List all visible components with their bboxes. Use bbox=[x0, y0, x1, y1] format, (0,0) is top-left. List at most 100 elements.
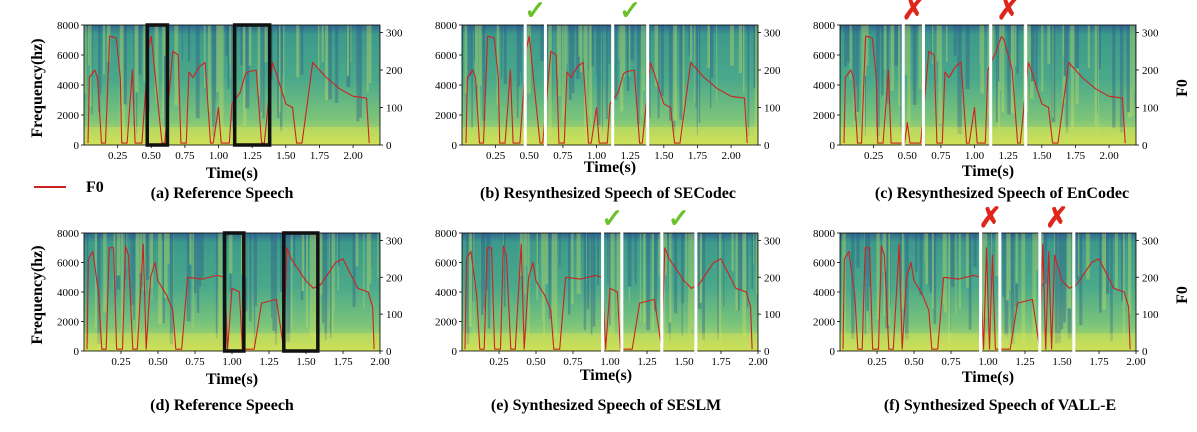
spectrogram-low-band bbox=[840, 127, 1136, 145]
panel-c-xtick-label: 0.50 bbox=[898, 150, 918, 162]
panel-c-spectrogram bbox=[840, 25, 1136, 145]
spectrogram-streaks bbox=[464, 25, 759, 139]
panel-b-xtick-label: 1.50 bbox=[654, 150, 674, 162]
panel-e-ytick-right-label: 300 bbox=[764, 235, 781, 247]
panel-f-caption: (f) Synthesized Speech of VALL-E bbox=[884, 397, 1116, 414]
panel-a-ytick-label: 8000 bbox=[57, 20, 80, 32]
panel-c-ytick-label: 4000 bbox=[813, 80, 836, 92]
panel-f-xtick-label: 1.25 bbox=[1015, 356, 1035, 368]
panel-d-xtick-label: 1.75 bbox=[333, 356, 353, 368]
panel-c-xtick-label: 1.75 bbox=[1066, 150, 1086, 162]
panel-a-ytick-label: 2000 bbox=[57, 110, 80, 122]
panel-a-ytick-right-label: 0 bbox=[386, 140, 392, 152]
panel-f-ytick-label: 4000 bbox=[813, 287, 836, 299]
panel-b-xtick-label: 2.00 bbox=[721, 150, 741, 162]
panel-f-xtick-label: 0.75 bbox=[941, 356, 961, 368]
panel-d: Frequency(hz) Time(s) (d) Reference Spee… bbox=[29, 228, 403, 414]
panel-e-xtick-label: 1.25 bbox=[637, 356, 657, 368]
panel-e-ytick-label: 0 bbox=[452, 346, 458, 358]
panel-a-f0-line bbox=[87, 35, 370, 144]
panel-c-xlabel: Time(s) bbox=[962, 163, 1014, 180]
panel-c-highlight-box bbox=[901, 21, 925, 149]
panel-e-xtick-label: 0.75 bbox=[563, 356, 583, 368]
panel-c-caption: (c) Resynthesized Speech of EnCodec bbox=[875, 185, 1129, 202]
panel-d-ytick-label: 0 bbox=[74, 346, 80, 358]
panel-f-xtick-label: 2.00 bbox=[1126, 356, 1146, 368]
panel-d-xtick-label: 0.50 bbox=[148, 356, 168, 368]
panel-e-highlight-box bbox=[601, 229, 624, 355]
panel-e-highlight-box bbox=[660, 229, 698, 355]
panel-b-xtick-label: 1.25 bbox=[621, 150, 641, 162]
panel-c-xtick-label: 1.50 bbox=[1032, 150, 1052, 162]
panel-a-xtick-label: 0.75 bbox=[175, 150, 195, 162]
panel-b-ytick-label: 0 bbox=[452, 140, 458, 152]
panel-a-ylabel: Frequency(hz) bbox=[29, 38, 46, 137]
panel-a: Frequency(hz) Time(s) (a) Reference Spee… bbox=[29, 20, 403, 202]
panel-e-xtick-label: 1.75 bbox=[711, 356, 731, 368]
check-mark-icon: ✓ bbox=[601, 204, 623, 233]
panel-d-xtick-label: 2.00 bbox=[370, 356, 390, 368]
panel-b-ytick-label: 6000 bbox=[435, 50, 458, 62]
panel-a-xtick-label: 0.25 bbox=[108, 150, 128, 162]
panel-b: Time(s) (b) Resynthesized Speech of SECo… bbox=[435, 0, 781, 202]
panel-c-xtick-label: 2.00 bbox=[1099, 150, 1119, 162]
panel-b-highlight-box bbox=[523, 21, 547, 149]
panel-d-xtick-label: 0.25 bbox=[111, 356, 131, 368]
cross-mark-icon: ✗ bbox=[996, 0, 1019, 26]
panel-f-ylabel-right: F0 bbox=[1174, 286, 1191, 304]
panel-d-f0-line bbox=[86, 243, 375, 350]
panel-d-caption: (d) Reference Speech bbox=[150, 397, 294, 414]
panel-c-xtick-label: 1.00 bbox=[965, 150, 985, 162]
panel-d-xtick-label: 1.00 bbox=[222, 356, 242, 368]
check-mark-icon: ✓ bbox=[668, 204, 690, 233]
panel-a-ytick-right-label: 300 bbox=[386, 28, 403, 40]
cross-mark-icon: ✗ bbox=[902, 0, 925, 26]
panel-f: F0 Time(s) (f) Synthesized Speech of VAL… bbox=[813, 203, 1191, 414]
panel-c-xtick-label: 0.25 bbox=[864, 150, 884, 162]
panel-e-caption: (e) Synthesized Speech of SESLM bbox=[491, 397, 721, 414]
panel-d-ytick-right-label: 200 bbox=[386, 272, 403, 284]
legend-f0-label: F0 bbox=[86, 179, 104, 196]
panel-b-ytick-right-label: 200 bbox=[764, 65, 781, 77]
panel-b-ytick-right-label: 0 bbox=[764, 140, 770, 152]
spectrogram-low-band bbox=[84, 333, 380, 351]
panel-c-xtick-label: 0.75 bbox=[931, 150, 951, 162]
panel-d-ylabel: Frequency(hz) bbox=[29, 245, 46, 344]
cross-mark-icon: ✗ bbox=[978, 203, 1001, 234]
panel-a-xlabel: Time(s) bbox=[206, 165, 258, 182]
spectrogram-low-band bbox=[840, 333, 1136, 351]
panel-c: F0 Time(s) (c) Resynthesized Speech of E… bbox=[813, 0, 1191, 202]
spectrogram-low-band bbox=[84, 127, 380, 145]
panel-b-highlight-box bbox=[611, 21, 650, 149]
panel-e-ytick-label: 6000 bbox=[435, 258, 458, 270]
panel-f-xtick-label: 0.50 bbox=[904, 356, 924, 368]
panel-b-f0-line bbox=[465, 35, 748, 144]
panel-b-ytick-label: 4000 bbox=[435, 80, 458, 92]
panel-d-ytick-label: 8000 bbox=[57, 228, 80, 240]
panel-a-ytick-right-label: 100 bbox=[386, 103, 403, 115]
spectrogram-low-band bbox=[462, 333, 758, 351]
panel-a-ytick-label: 4000 bbox=[57, 80, 80, 92]
panel-e-ytick-right-label: 100 bbox=[764, 309, 781, 321]
panel-c-xtick-label: 1.25 bbox=[999, 150, 1019, 162]
panel-c-ytick-right-label: 200 bbox=[1142, 65, 1159, 77]
panel-e-ytick-label: 8000 bbox=[435, 228, 458, 240]
panel-a-ytick-label: 0 bbox=[74, 140, 80, 152]
check-mark-icon: ✓ bbox=[524, 0, 546, 25]
panel-a-xtick-label: 1.00 bbox=[209, 150, 229, 162]
panel-a-highlight-box bbox=[145, 23, 170, 147]
panel-f-ytick-right-label: 200 bbox=[1142, 272, 1159, 284]
panel-e-ytick-right-label: 200 bbox=[764, 272, 781, 284]
panel-b-ytick-right-label: 100 bbox=[764, 103, 781, 115]
panel-d-ytick-right-label: 100 bbox=[386, 309, 403, 321]
panel-d-xtick-label: 1.25 bbox=[259, 356, 279, 368]
panel-f-ytick-right-label: 300 bbox=[1142, 235, 1159, 247]
panel-f-highlight-box bbox=[979, 229, 1002, 355]
panel-b-xtick-label: 1.75 bbox=[688, 150, 708, 162]
panel-a-highlight-box bbox=[232, 23, 272, 147]
panel-f-ytick-label: 2000 bbox=[813, 317, 836, 329]
panel-a-ytick-label: 6000 bbox=[57, 50, 80, 62]
panel-c-ytick-right-label: 300 bbox=[1142, 28, 1159, 40]
panel-a-xtick-label: 1.50 bbox=[276, 150, 296, 162]
panel-e-xtick-label: 1.50 bbox=[674, 356, 694, 368]
